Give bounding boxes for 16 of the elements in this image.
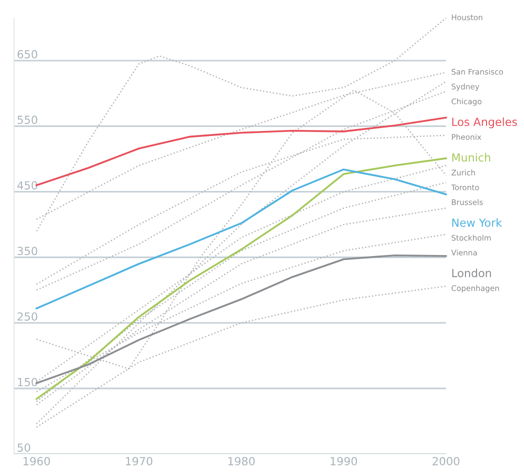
x-tick-label: 2000: [432, 456, 460, 466]
x-tick-label: 1990: [330, 456, 358, 466]
y-tick-label: 650: [18, 50, 38, 58]
series-label: Munich: [452, 153, 490, 162]
y-tick-label: 150: [18, 378, 38, 386]
y-tick-label: 250: [18, 312, 38, 321]
x-tick-label: 1970: [126, 456, 152, 466]
series-label: Los Angeles: [452, 117, 517, 128]
y-tick-label: 350: [18, 246, 38, 256]
x-tick-label: 1960: [24, 456, 50, 466]
series-label: London: [452, 268, 491, 278]
x-tick-label: 1980: [228, 456, 255, 466]
text: New York: [452, 218, 502, 227]
y-tick-label: 450: [17, 181, 38, 190]
y-tick-label: 50: [18, 443, 30, 452]
y-tick-label: 550: [18, 116, 38, 124]
